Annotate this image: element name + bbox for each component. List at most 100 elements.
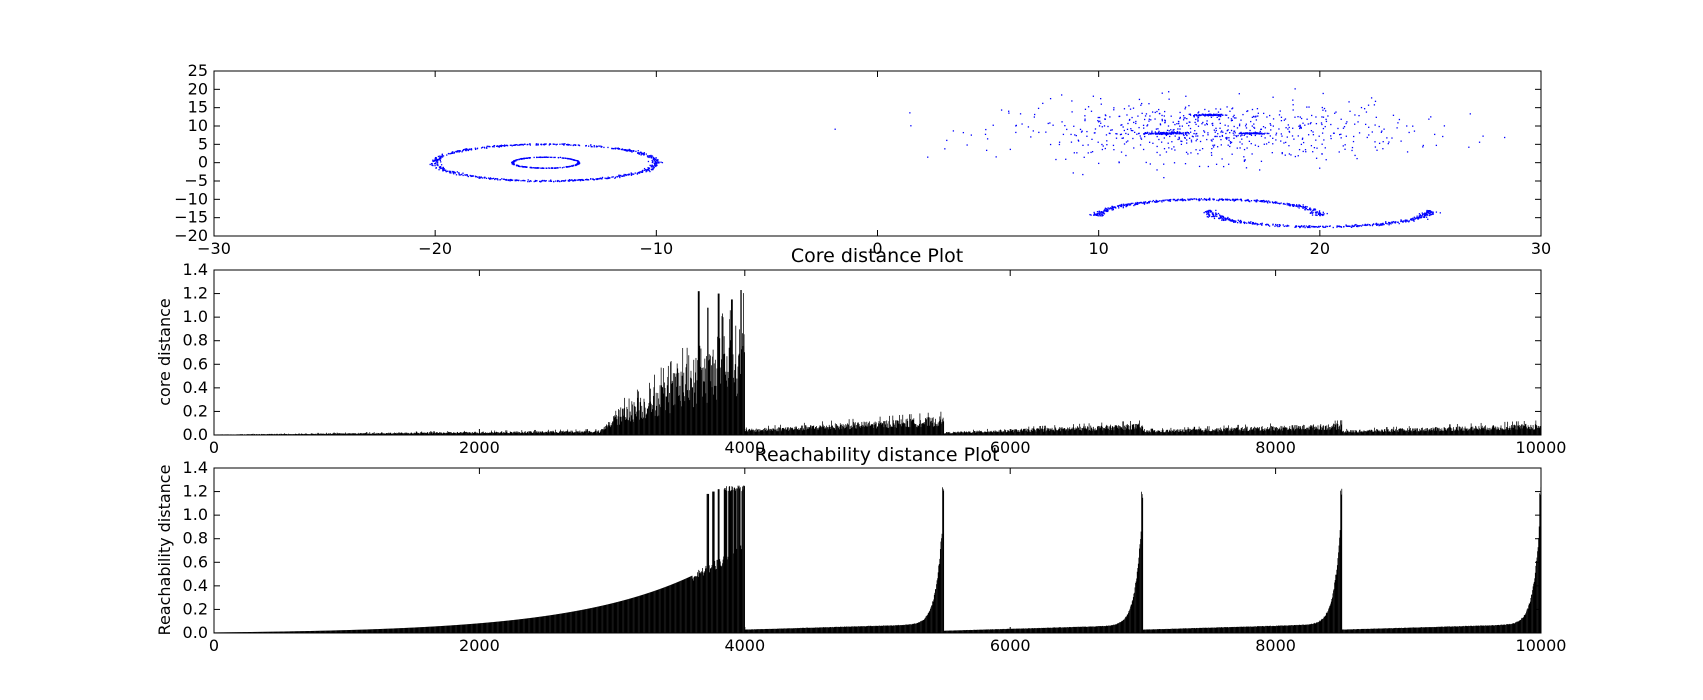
scatter-point xyxy=(1402,220,1404,223)
scatter-point xyxy=(442,170,444,172)
scatter-point xyxy=(1278,128,1280,130)
bar xyxy=(724,374,726,435)
scatter-point xyxy=(1227,125,1229,127)
bar xyxy=(268,433,270,435)
scatter-point xyxy=(1229,132,1231,134)
scatter-point xyxy=(1349,225,1351,227)
bar xyxy=(951,433,952,435)
bar xyxy=(1007,430,1009,435)
scatter-point xyxy=(641,171,644,173)
scatter-point xyxy=(1400,219,1402,221)
scatter-point xyxy=(1100,97,1102,100)
bar xyxy=(785,429,787,435)
bar xyxy=(1050,428,1051,435)
scatter-point xyxy=(1121,124,1123,126)
scatter-point xyxy=(1179,128,1181,130)
scatter-point xyxy=(1418,215,1420,217)
bar xyxy=(348,433,350,435)
bar xyxy=(1155,432,1157,435)
bar xyxy=(788,430,790,435)
scatter-point xyxy=(561,180,563,182)
bar xyxy=(706,356,707,435)
scatter-point xyxy=(1233,114,1235,117)
scatter-point xyxy=(1258,132,1260,134)
scatter-point xyxy=(1394,222,1396,224)
scatter-point xyxy=(1178,136,1180,139)
scatter-point xyxy=(1298,207,1300,209)
scatter-point xyxy=(577,162,579,165)
scatter-point xyxy=(1073,125,1075,127)
scatter-point xyxy=(1100,211,1103,213)
scatter-point xyxy=(1209,199,1211,201)
scatter-point xyxy=(1253,127,1256,129)
scatter-point xyxy=(1097,119,1099,122)
bar xyxy=(1119,427,1121,435)
bar xyxy=(947,432,949,435)
bar xyxy=(1236,427,1238,435)
scatter-point xyxy=(1100,103,1102,105)
bar xyxy=(882,423,884,435)
scatter-point xyxy=(1306,106,1308,108)
core-distance-title: Core distance Plot xyxy=(791,245,963,267)
bar xyxy=(983,432,985,435)
scatter-point xyxy=(470,148,473,150)
scatter-point xyxy=(1408,131,1410,134)
bar xyxy=(917,425,919,435)
scatter-point xyxy=(536,156,538,159)
bar xyxy=(576,431,578,435)
bar xyxy=(1291,425,1293,435)
bar xyxy=(397,432,399,435)
scatter-point xyxy=(1236,198,1238,201)
bar xyxy=(1208,429,1209,435)
bar xyxy=(841,428,843,435)
bar xyxy=(1043,429,1045,435)
scatter-point xyxy=(1214,131,1216,133)
bar xyxy=(896,427,898,435)
scatter-point xyxy=(1365,111,1368,113)
bar xyxy=(1268,427,1270,435)
bar xyxy=(384,433,386,435)
bar xyxy=(907,427,909,435)
bar xyxy=(1173,429,1175,435)
bar xyxy=(559,431,561,435)
bar xyxy=(1287,429,1288,435)
bar xyxy=(1010,431,1012,435)
bar xyxy=(1059,431,1061,435)
scatter-point xyxy=(1080,131,1083,133)
scatter-point xyxy=(1312,151,1314,153)
scatter-point xyxy=(529,166,531,169)
bar xyxy=(658,415,660,435)
bar xyxy=(321,433,323,435)
bar xyxy=(379,433,381,435)
scatter-point xyxy=(1210,211,1212,213)
scatter-point xyxy=(478,177,480,179)
scatter-point xyxy=(1120,204,1122,206)
bar xyxy=(969,431,971,435)
bar xyxy=(637,397,639,435)
scatter-point xyxy=(1186,139,1188,141)
scatter-point xyxy=(1299,124,1301,126)
bar xyxy=(787,428,789,435)
scatter-point xyxy=(1280,133,1282,135)
bar xyxy=(1191,429,1193,435)
bar xyxy=(701,368,703,435)
scatter-point xyxy=(1129,203,1131,206)
bar xyxy=(877,426,879,435)
scatter-point xyxy=(1504,136,1506,139)
scatter-point xyxy=(1111,129,1113,131)
bar xyxy=(573,432,575,435)
bar xyxy=(732,354,734,435)
scatter-point xyxy=(641,152,643,154)
scatter-point xyxy=(1148,132,1150,134)
scatter-point xyxy=(1226,114,1228,116)
scatter-point xyxy=(1082,144,1084,147)
bar xyxy=(1105,426,1107,435)
bar xyxy=(1230,429,1232,435)
bar xyxy=(1085,428,1087,435)
scatter-point xyxy=(607,177,610,180)
bar xyxy=(1042,431,1044,435)
scatter-point xyxy=(1158,138,1160,141)
bar xyxy=(559,432,560,435)
bar xyxy=(1077,427,1079,435)
scatter-point xyxy=(1338,151,1340,153)
